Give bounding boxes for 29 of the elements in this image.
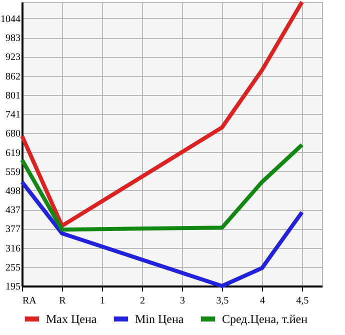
x-tick-label: 2: [140, 296, 145, 306]
y-tick-label: 619: [6, 148, 20, 159]
legend-label: Min Цена: [135, 312, 184, 326]
y-tick-label: 377: [6, 224, 20, 236]
legend-label: Сред.Цена, т.йен: [222, 312, 308, 326]
x-tick-label: 3: [180, 296, 185, 306]
y-tick-label: 801: [6, 90, 20, 102]
y-tick-label: 862: [6, 71, 20, 82]
x-tick-label: 3,5: [216, 296, 229, 306]
y-tick-label: 559: [6, 166, 20, 178]
line-series: [20, 180, 304, 288]
x-tick-label: RA: [22, 296, 38, 306]
y-tick-label: 1044: [0, 14, 20, 25]
y-tick-label: 680: [6, 128, 20, 140]
y-tick-label: 195: [6, 282, 20, 292]
line-series: [20, 0, 304, 228]
x-tick-label: R: [59, 296, 66, 306]
y-tick-label: 983: [6, 33, 20, 44]
y-tick-label: 437: [6, 205, 20, 216]
y-tick-label: 498: [6, 186, 20, 197]
x-tick-label: 1: [100, 296, 105, 306]
x-tick-label: 4,5: [296, 296, 309, 306]
x-tick-label: 4: [260, 296, 265, 306]
y-tick-label: 923: [6, 52, 20, 64]
y-tick-label: 255: [6, 262, 20, 274]
y-tick-label: 741: [6, 109, 20, 120]
y-tick-label: 316: [6, 243, 20, 254]
legend-label: Max Цена: [46, 312, 98, 326]
line-series: [20, 142, 304, 232]
